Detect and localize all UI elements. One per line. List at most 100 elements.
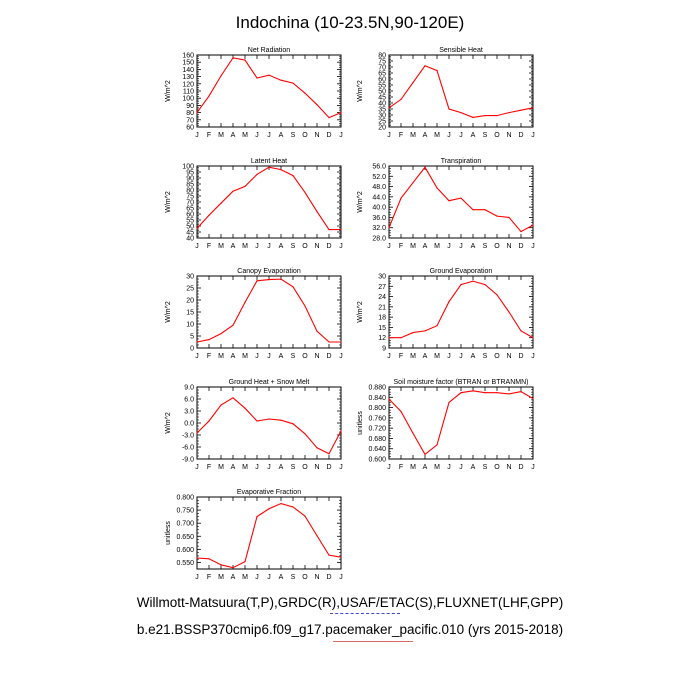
data-point [244, 185, 246, 187]
y-tick-label: 50 [378, 89, 386, 96]
data-point [340, 112, 342, 114]
y-tick-label: 35 [378, 107, 386, 114]
data-point [388, 398, 390, 400]
x-tick-label: D [518, 243, 523, 250]
y-tick-label: 70 [186, 200, 194, 207]
y-tick-label: 6.0 [184, 397, 194, 404]
data-point [220, 564, 222, 566]
data-point [256, 173, 258, 175]
x-tick-label: S [291, 464, 296, 471]
data-point [328, 229, 330, 231]
x-tick-label: A [279, 353, 284, 360]
data-point [436, 187, 438, 189]
y-tick-label: 12 [378, 335, 386, 342]
x-tick-label: O [494, 132, 500, 139]
data-point [520, 391, 522, 393]
y-tick-label: 130 [182, 74, 194, 81]
x-tick-label: S [291, 574, 296, 581]
x-tick-label: J [531, 132, 535, 139]
x-tick-label: N [314, 132, 319, 139]
y-tick-label: 55 [378, 83, 386, 90]
panel-title: Ground Heat + Snow Melt [229, 379, 310, 386]
data-point [220, 202, 222, 204]
x-tick-label: F [207, 132, 211, 139]
x-tick-label: M [434, 353, 440, 360]
data-point [244, 407, 246, 409]
x-tick-label: F [207, 574, 211, 581]
x-tick-label: A [279, 574, 284, 581]
y-tick-label: 0.700 [176, 521, 194, 528]
caption-case-name: b.e21.BSSP370cmip6.f09_g17.pacemaker_pac… [136, 622, 564, 637]
y-tick-label: -6.0 [182, 445, 194, 452]
x-tick-label: D [326, 132, 331, 139]
data-point [400, 197, 402, 199]
data-point [472, 390, 474, 392]
plot-frame [196, 54, 342, 128]
x-tick-label: F [207, 464, 211, 471]
data-point [388, 227, 390, 229]
y-tick-label: 48.0 [372, 184, 386, 191]
series-line [196, 502, 342, 569]
y-tick-label: 27 [378, 284, 386, 291]
x-tick-label: A [471, 132, 476, 139]
x-tick-label: A [471, 243, 476, 250]
data-point [388, 107, 390, 109]
data-point [280, 278, 282, 280]
x-tick-label: M [242, 353, 248, 360]
y-tick-label: 110 [183, 89, 194, 96]
x-tick-label: J [531, 353, 535, 360]
data-point [328, 554, 330, 556]
data-point [532, 397, 534, 400]
series-line [196, 278, 341, 343]
data-point [484, 392, 486, 394]
x-tick-label: A [423, 464, 428, 471]
x-tick-label: J [447, 243, 451, 250]
y-tick-label: 80 [186, 188, 194, 195]
y-tick-label: 80 [186, 110, 194, 117]
data-point [520, 230, 522, 233]
data-point [436, 444, 438, 446]
panel-7: Ground Heat + Snow Melt W/m^2 -9.0 -6.0 -3.0… [165, 379, 343, 471]
data-point [520, 330, 522, 332]
x-tick-label: J [459, 243, 463, 250]
x-tick-label: J [531, 464, 535, 471]
plot-frame [196, 275, 342, 349]
x-tick-label: J [195, 132, 199, 139]
y-tick-label: 65 [378, 71, 386, 78]
y-tick-label: 80 [378, 53, 386, 60]
panel-6: Ground Evaporation W/m^2 9 12 15 18 21 24 27 30 J F… [357, 268, 535, 360]
data-point [460, 392, 462, 394]
x-tick-label: N [314, 243, 319, 250]
y-tick-label: 20 [186, 298, 194, 305]
data-point [472, 209, 474, 211]
data-point [472, 280, 474, 282]
data-point [508, 311, 510, 313]
x-tick-label: A [423, 243, 428, 250]
x-tick-label: D [518, 464, 523, 471]
y-tick-label: 60 [378, 77, 386, 84]
data-point [460, 112, 462, 114]
x-tick-label: S [483, 353, 488, 360]
y-tick-label: 45 [186, 230, 194, 237]
x-tick-label: M [242, 243, 248, 250]
x-tick-label: O [494, 464, 500, 471]
x-tick-label: O [494, 353, 500, 360]
y-axis-label: unitless [357, 411, 364, 435]
x-tick-label: M [242, 574, 248, 581]
y-tick-label: 160 [182, 53, 194, 60]
x-tick-label: J [195, 574, 199, 581]
data-point [484, 115, 486, 117]
plot-frame [388, 275, 534, 349]
data-point [304, 92, 306, 94]
x-tick-label: A [231, 574, 236, 581]
data-point [508, 216, 510, 219]
x-tick-label: A [279, 243, 284, 250]
panel-title: Ground Evaporation [430, 268, 493, 275]
data-point [328, 453, 330, 455]
x-tick-label: S [483, 243, 488, 250]
data-point [436, 70, 438, 72]
data-point [388, 337, 390, 339]
panel-title: Sensible Heat [439, 47, 483, 54]
x-tick-label: A [231, 353, 236, 360]
